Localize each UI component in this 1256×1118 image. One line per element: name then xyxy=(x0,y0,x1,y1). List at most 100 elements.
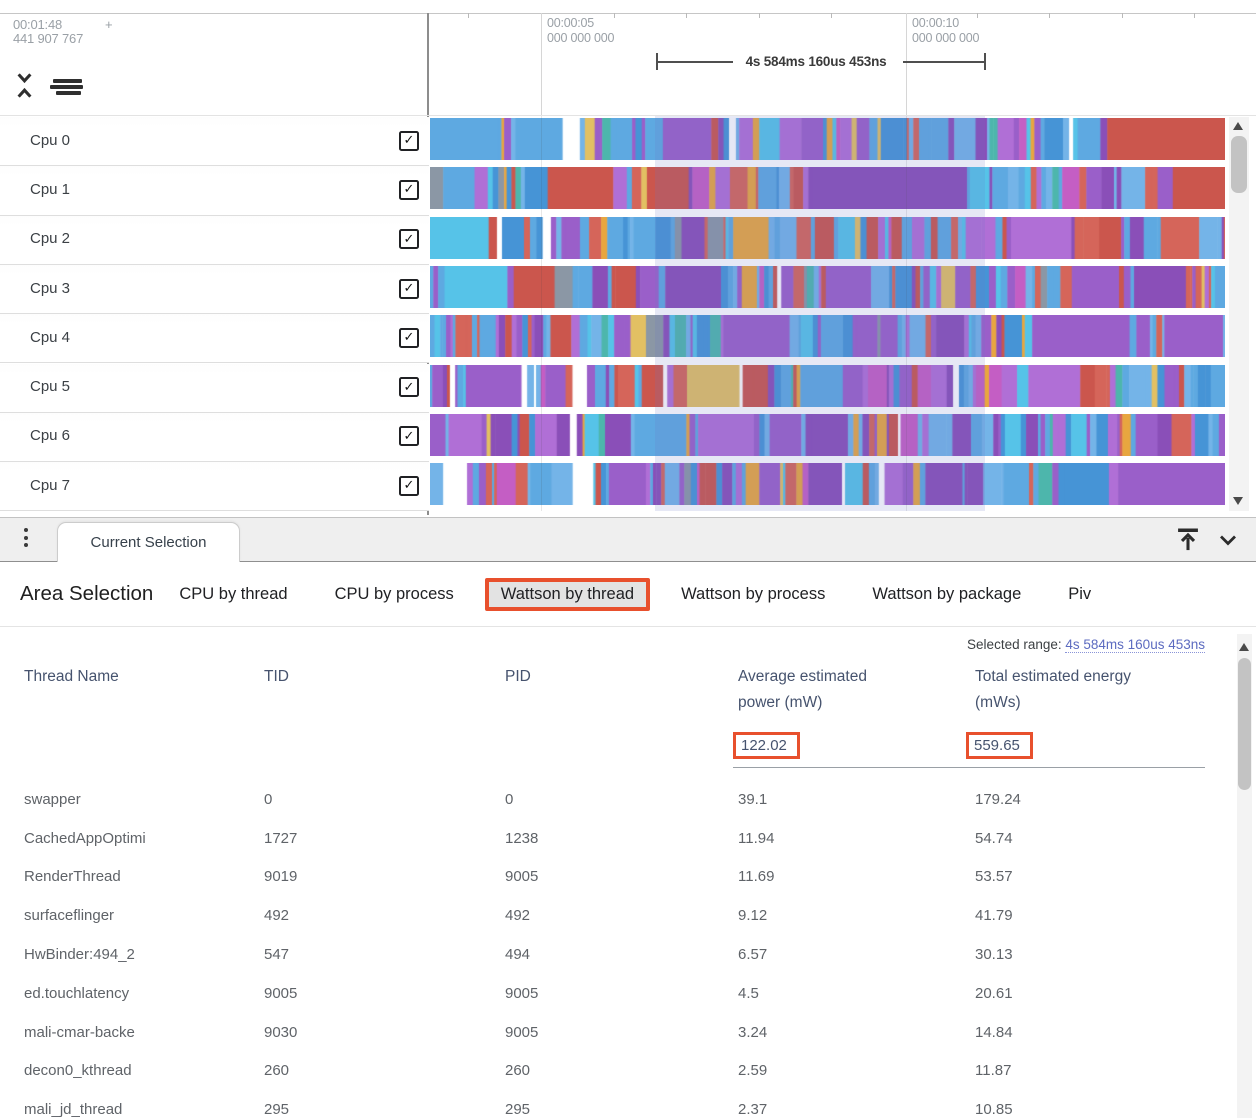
table-row[interactable]: ed.touchlatency 9005 9005 4.5 20.61 xyxy=(0,974,1236,1013)
table-cell: 0 xyxy=(505,790,514,808)
table-cell: 260 xyxy=(505,1062,531,1080)
track-row-cpu-6[interactable]: Cpu 6 xyxy=(0,412,429,463)
table-cell: 1238 xyxy=(505,829,539,847)
table-cell: 14.84 xyxy=(975,1023,1013,1041)
minor-tick xyxy=(686,13,688,18)
selected-range: Selected range: 4s 584ms 160us 453ns xyxy=(967,637,1205,653)
table-row[interactable]: swapper 0 0 39.1 179.24 xyxy=(0,780,1236,819)
track-checkbox[interactable] xyxy=(399,179,419,200)
kebab-menu-icon[interactable] xyxy=(21,525,31,550)
table-cell: 4.5 xyxy=(738,984,759,1002)
tab-wattson-by-process[interactable]: Wattson by process xyxy=(681,584,826,603)
track-checkbox[interactable] xyxy=(399,327,419,348)
track-sort-icon[interactable] xyxy=(50,79,84,98)
track-label: Cpu 4 xyxy=(30,328,71,346)
cpu-slices-track[interactable] xyxy=(430,118,1225,160)
column-header[interactable]: Average estimated xyxy=(738,668,867,685)
table-cell: 9005 xyxy=(505,1023,539,1041)
cpu-slices-track[interactable] xyxy=(430,167,1225,210)
tab-wattson-by-package[interactable]: Wattson by package xyxy=(872,584,1022,603)
selected-range-value[interactable]: 4s 584ms 160us 453ns xyxy=(1065,637,1205,653)
column-header[interactable]: PID xyxy=(505,668,531,685)
time-tick-line xyxy=(541,13,542,115)
track-label: Cpu 7 xyxy=(30,476,71,494)
tracks-scrollbar[interactable] xyxy=(1229,117,1249,511)
track-row-cpu-4[interactable]: Cpu 4 xyxy=(0,314,429,364)
tab-current-selection[interactable]: Current Selection xyxy=(57,522,240,562)
column-header[interactable]: power (mW) xyxy=(738,694,823,711)
track-checkbox[interactable] xyxy=(399,278,419,299)
track-checkbox[interactable] xyxy=(399,377,419,398)
chevron-down-icon[interactable] xyxy=(1215,528,1241,557)
table-cell: 2.59 xyxy=(738,1062,768,1080)
table-row[interactable]: surfaceflinger 492 492 9.12 41.79 xyxy=(0,896,1236,935)
table-cell: 9005 xyxy=(505,984,539,1002)
time-tick-line xyxy=(906,13,907,115)
viewport-start-time: 00:01:48 xyxy=(13,17,63,32)
timeline-header: 00:01:48 + 441 907 767 00:00:05 000 000 0… xyxy=(0,0,1256,515)
track-label: Cpu 5 xyxy=(30,378,71,396)
table-cell: 3.24 xyxy=(738,1023,768,1041)
table-cell: surfaceflinger xyxy=(24,907,115,925)
track-label: Cpu 1 xyxy=(30,180,71,198)
tracks-scroll-down-icon[interactable] xyxy=(1233,497,1243,505)
table-cell: 2.37 xyxy=(738,1101,768,1118)
table-row[interactable]: mali-cmar-backe 9030 9005 3.24 14.84 xyxy=(0,1013,1236,1052)
tab-cpu-by-process[interactable]: CPU by process xyxy=(334,584,454,603)
minor-tick xyxy=(1194,13,1196,18)
table-cell: 54.74 xyxy=(975,829,1013,847)
table-cell: 492 xyxy=(264,907,290,925)
cpu-slices-track[interactable] xyxy=(430,463,1225,506)
tracks-scrollbar-thumb[interactable] xyxy=(1231,136,1247,193)
table-cell: 10.85 xyxy=(975,1101,1013,1118)
track-row-cpu-3[interactable]: Cpu 3 xyxy=(0,264,429,315)
track-checkbox[interactable] xyxy=(399,229,419,250)
track-label: Cpu 0 xyxy=(30,131,71,149)
track-checkbox[interactable] xyxy=(399,130,419,151)
cpu-slices-track[interactable] xyxy=(430,413,1225,456)
track-row-cpu-5[interactable]: Cpu 5 xyxy=(0,363,429,413)
cpu-slices-track[interactable] xyxy=(430,265,1225,308)
area-selection-bar: Area Selection CPU by thread CPU by proce… xyxy=(0,562,1256,627)
table-row[interactable]: CachedAppOptimi 1727 1238 11.94 54.74 xyxy=(0,819,1236,858)
minor-tick xyxy=(976,13,978,18)
tab-cpu-by-thread[interactable]: CPU by thread xyxy=(179,584,288,603)
area-selection-overlay[interactable] xyxy=(655,116,985,511)
range-ruler-start-tick xyxy=(656,53,658,70)
table-row[interactable]: decon0_kthread 260 260 2.59 11.87 xyxy=(0,1052,1236,1091)
track-checkbox[interactable] xyxy=(399,475,419,496)
track-row-cpu-0[interactable]: Cpu 0 xyxy=(0,117,429,167)
track-label: Cpu 6 xyxy=(30,427,71,445)
table-row[interactable]: RenderThread 9019 9005 11.69 53.57 xyxy=(0,858,1236,897)
cpu-slices-track[interactable] xyxy=(430,364,1225,407)
table-scrollbar-thumb[interactable] xyxy=(1238,658,1251,790)
cpu-slices-track[interactable] xyxy=(430,216,1225,259)
viewport-start-nanos: 441 907 767 xyxy=(13,31,84,46)
column-header[interactable]: TID xyxy=(264,668,289,685)
table-row[interactable]: mali_jd_thread 295 295 2.37 10.85 xyxy=(0,1090,1236,1118)
selected-range-label: Selected range: xyxy=(967,637,1062,652)
total-energy-summary-annotation: 559.65 xyxy=(966,732,1033,759)
column-header[interactable]: Total estimated energy xyxy=(975,668,1131,685)
table-cell: decon0_kthread xyxy=(24,1062,132,1080)
table-cell: CachedAppOptimi xyxy=(24,829,146,847)
table-row[interactable]: HwBinder:494_2 547 494 6.57 30.13 xyxy=(0,935,1236,974)
range-ruler-right-line xyxy=(903,61,984,63)
track-checkbox[interactable] xyxy=(399,426,419,447)
track-row-cpu-1[interactable]: Cpu 1 xyxy=(0,166,429,216)
table-cell: 492 xyxy=(505,907,531,925)
tracks-scroll-up-icon[interactable] xyxy=(1233,122,1243,130)
tab-wattson-by-thread[interactable]: Wattson by thread xyxy=(484,577,651,611)
table-cell: 9005 xyxy=(505,868,539,886)
track-row-cpu-7[interactable]: Cpu 7 xyxy=(0,462,429,512)
collapse-tracks-icon[interactable] xyxy=(15,72,34,104)
cpu-slices-track[interactable] xyxy=(430,315,1225,358)
table-scroll-up-icon[interactable] xyxy=(1239,643,1249,651)
vertical-align-top-icon[interactable] xyxy=(1174,525,1202,558)
total-energy-summary-value: 559.65 xyxy=(974,737,1020,754)
column-header[interactable]: (mWs) xyxy=(975,694,1021,711)
track-row-cpu-2[interactable]: Cpu 2 xyxy=(0,215,429,265)
column-header[interactable]: Thread Name xyxy=(24,668,119,685)
tab-piv[interactable]: Piv xyxy=(1068,584,1092,603)
table-cell: 0 xyxy=(264,790,273,808)
